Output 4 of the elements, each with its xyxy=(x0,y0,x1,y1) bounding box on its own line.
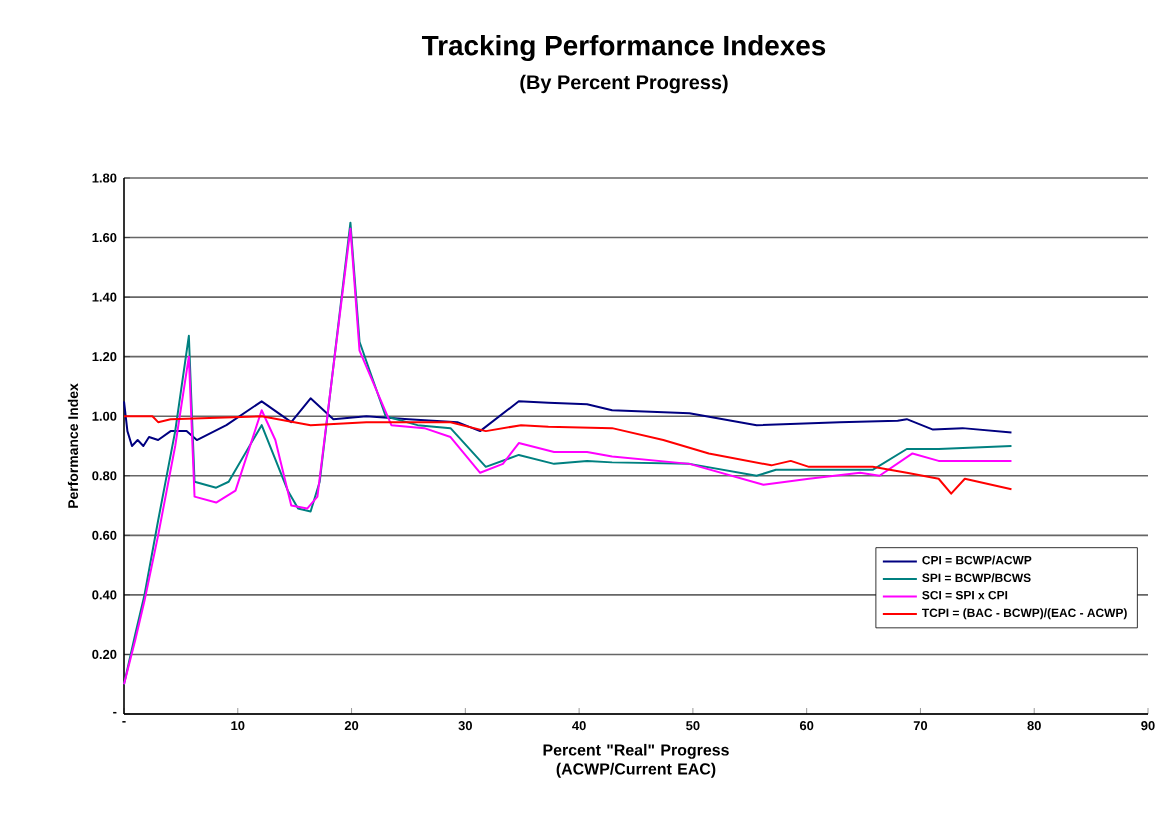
chart-title: Tracking Performance Indexes xyxy=(421,34,826,62)
line-series xyxy=(123,415,1013,495)
chart-subtitle: (By Percent Progress) xyxy=(520,74,728,94)
line-series xyxy=(123,397,1013,447)
